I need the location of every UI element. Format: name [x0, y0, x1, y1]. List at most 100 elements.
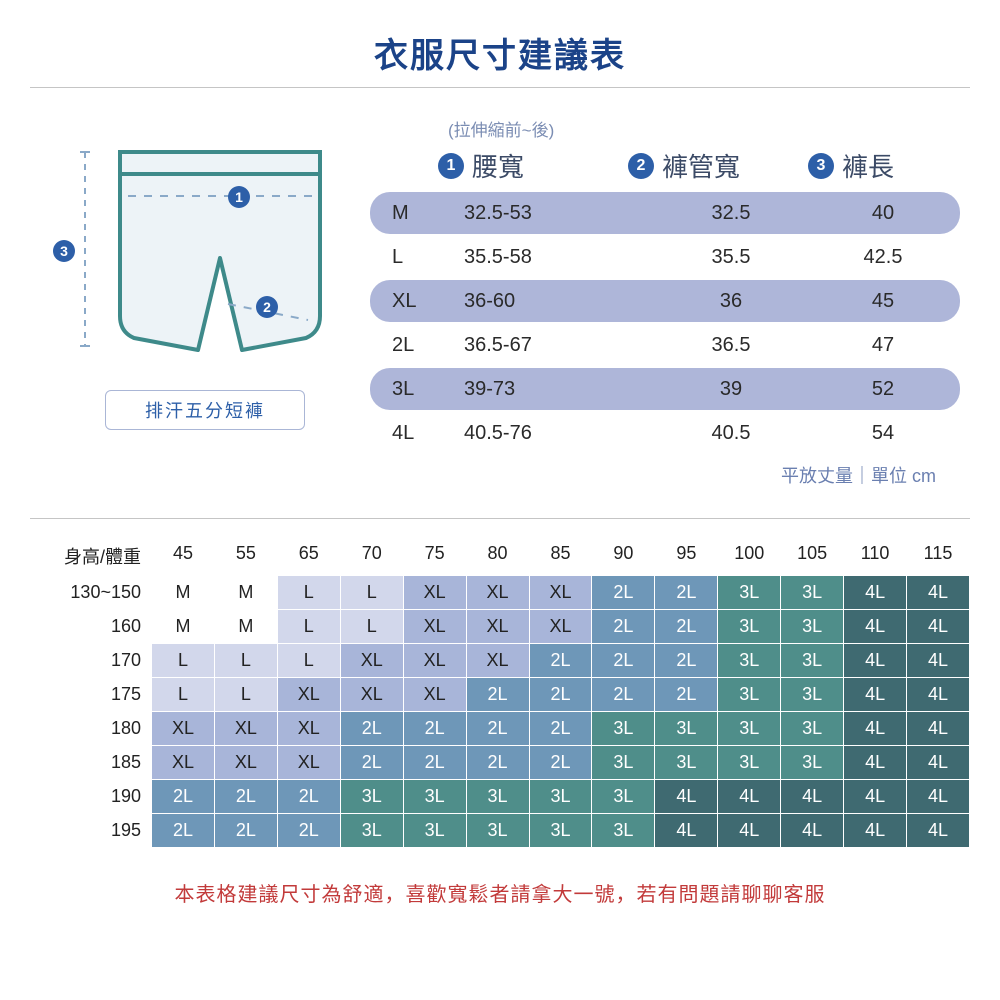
- size-table: (拉伸縮前~後) 1 腰寬 2 褲管寬 3 褲長 M32.5-5332.540L…: [370, 116, 960, 488]
- grid-weight-header: 80: [467, 537, 530, 576]
- grid-cell: 3L: [592, 746, 655, 780]
- grid-weight-header: 75: [404, 537, 467, 576]
- grid-cell: XL: [530, 576, 593, 610]
- col-label-1: 腰寬: [472, 147, 524, 184]
- grid-cell: 2L: [467, 678, 530, 712]
- grid-cell: 4L: [844, 814, 907, 848]
- grid-cell: 4L: [844, 576, 907, 610]
- grid-cell: XL: [215, 746, 278, 780]
- grid-corner-label: 身高/體重: [30, 537, 152, 576]
- grid-cell: 3L: [718, 712, 781, 746]
- grid-weight-header: 105: [781, 537, 844, 576]
- cell-leg: 32.5: [644, 202, 818, 225]
- grid-cell: 3L: [718, 576, 781, 610]
- grid-cell: 2L: [592, 644, 655, 678]
- grid-cell: 3L: [781, 610, 844, 644]
- grid-cell: 3L: [718, 610, 781, 644]
- grid-cell: 2L: [341, 746, 404, 780]
- grid-cell: 2L: [655, 576, 718, 610]
- grid-cell: XL: [404, 610, 467, 644]
- cell-length: 45: [818, 290, 948, 313]
- grid-cell: 3L: [592, 712, 655, 746]
- grid-cell: 2L: [592, 576, 655, 610]
- grid-cell: 4L: [655, 814, 718, 848]
- grid-cell: 4L: [907, 712, 970, 746]
- grid-cell: 3L: [781, 746, 844, 780]
- grid-cell: L: [278, 644, 341, 678]
- grid-cell: M: [215, 610, 278, 644]
- upper-section: 3 1 2 排汗五分短褲 (拉伸縮前~後) 1 腰寬 2 褲管寬 3 褲長 M3…: [0, 88, 1000, 504]
- col-label-2: 褲管寬: [662, 147, 740, 184]
- col-badge-1-icon: 1: [438, 153, 464, 179]
- cell-waist: 36.5-67: [464, 334, 644, 357]
- grid-cell: 4L: [844, 644, 907, 678]
- grid-cell: 2L: [404, 712, 467, 746]
- grid-cell: 2L: [404, 746, 467, 780]
- grid-cell: 2L: [530, 678, 593, 712]
- grid-cell: XL: [467, 644, 530, 678]
- grid-cell: XL: [404, 576, 467, 610]
- cell-leg: 39: [644, 378, 818, 401]
- grid-cell: 2L: [152, 780, 215, 814]
- cell-size: 3L: [392, 378, 464, 401]
- grid-cell: 4L: [844, 746, 907, 780]
- grid-cell: XL: [152, 712, 215, 746]
- stretch-note: (拉伸縮前~後): [448, 116, 960, 141]
- grid-cell: L: [278, 610, 341, 644]
- grid-cell: XL: [467, 576, 530, 610]
- grid-cell: 4L: [781, 814, 844, 848]
- grid-cell: L: [215, 644, 278, 678]
- grid-weight-header: 85: [530, 537, 593, 576]
- grid-cell: 3L: [781, 644, 844, 678]
- grid-height-label: 185: [30, 746, 152, 780]
- grid-cell: 3L: [718, 746, 781, 780]
- grid-cell: 2L: [592, 610, 655, 644]
- grid-cell: XL: [152, 746, 215, 780]
- marker-length-icon: 3: [53, 240, 75, 262]
- grid-cell: 3L: [655, 746, 718, 780]
- grid-cell: 2L: [655, 610, 718, 644]
- table-row: 2L36.5-6736.547: [370, 324, 960, 366]
- cell-leg: 36: [644, 290, 818, 313]
- grid-cell: 4L: [907, 678, 970, 712]
- grid-height-label: 180: [30, 712, 152, 746]
- grid-cell: 2L: [530, 746, 593, 780]
- cell-waist: 40.5-76: [464, 422, 644, 445]
- grid-cell: 4L: [844, 610, 907, 644]
- grid-cell: L: [152, 678, 215, 712]
- grid-cell: L: [341, 576, 404, 610]
- grid-cell: 3L: [781, 712, 844, 746]
- grid-cell: M: [215, 576, 278, 610]
- grid-height-label: 170: [30, 644, 152, 678]
- cell-waist: 35.5-58: [464, 246, 644, 269]
- diagram-caption: 排汗五分短褲: [105, 390, 305, 430]
- grid-cell: 4L: [718, 814, 781, 848]
- grid-cell: 3L: [655, 712, 718, 746]
- grid-weight-header: 45: [152, 537, 215, 576]
- cell-length: 40: [818, 202, 948, 225]
- grid-cell: 2L: [530, 644, 593, 678]
- divider: [30, 518, 970, 519]
- grid-height-label: 130~150: [30, 576, 152, 610]
- grid-cell: 3L: [404, 814, 467, 848]
- cell-size: L: [392, 246, 464, 269]
- grid-cell: 2L: [467, 712, 530, 746]
- col-badge-3-icon: 3: [808, 153, 834, 179]
- grid-cell: 2L: [341, 712, 404, 746]
- grid-cell: 3L: [781, 678, 844, 712]
- grid-height-label: 195: [30, 814, 152, 848]
- grid-cell: XL: [530, 610, 593, 644]
- grid-cell: 2L: [278, 780, 341, 814]
- grid-weight-header: 55: [215, 537, 278, 576]
- cell-leg: 35.5: [644, 246, 818, 269]
- grid-cell: 3L: [341, 780, 404, 814]
- grid-cell: XL: [278, 678, 341, 712]
- grid-cell: 3L: [530, 814, 593, 848]
- grid-cell: 2L: [467, 746, 530, 780]
- grid-cell: L: [152, 644, 215, 678]
- footer-note: 本表格建議尺寸為舒適，喜歡寬鬆者請拿大一號，若有問題請聊聊客服: [0, 878, 1000, 907]
- cell-size: 4L: [392, 422, 464, 445]
- grid-cell: M: [152, 576, 215, 610]
- cell-length: 47: [818, 334, 948, 357]
- grid-cell: XL: [341, 678, 404, 712]
